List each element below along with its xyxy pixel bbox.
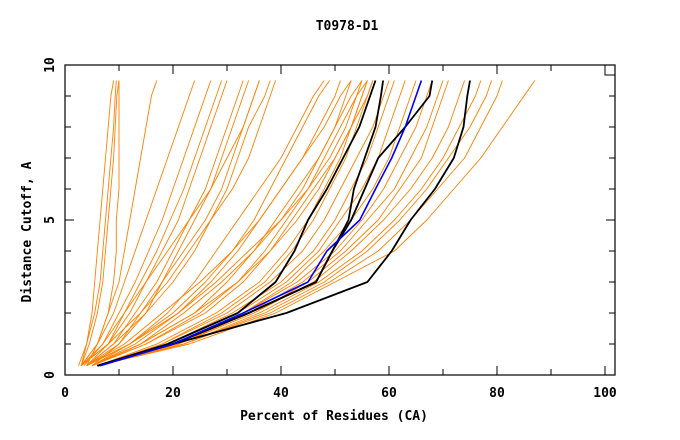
x-tick-label: 80 — [489, 386, 505, 401]
model-curve-black — [97, 80, 471, 367]
model-curve-orange — [97, 80, 374, 367]
model-curve-orange — [97, 80, 503, 367]
y-tick-labels: 0 5 10 — [43, 57, 58, 379]
x-tick-label: 100 — [593, 386, 617, 401]
model-curve-orange — [80, 80, 115, 366]
model-curve-orange — [86, 80, 325, 367]
model-curve-black — [97, 80, 434, 367]
model-curve-orange — [97, 80, 433, 367]
model-curve-orange — [97, 80, 395, 367]
y-axis-label: Distance Cutoff, A — [20, 161, 35, 302]
model-curve-orange — [86, 80, 250, 367]
model-curve-orange — [86, 80, 352, 367]
model-curve-orange — [91, 80, 374, 367]
y-tick-label: 5 — [43, 216, 58, 224]
model-curve-orange — [86, 80, 158, 366]
model-curve-orange — [78, 80, 117, 366]
model-curve-orange — [80, 80, 228, 367]
model-curve-orange — [80, 80, 196, 366]
x-tick-labels: 0 20 40 60 80 100 — [61, 386, 617, 401]
model-curve-orange — [86, 80, 223, 367]
model-curve-orange — [97, 80, 466, 367]
model-curve-orange — [97, 80, 493, 367]
model-curve-orange — [91, 80, 260, 367]
series-group — [78, 80, 536, 367]
model-curve-orange — [83, 80, 212, 366]
model-curve-orange — [80, 80, 120, 366]
model-curve-orange — [80, 80, 277, 367]
y-tick-label: 0 — [43, 371, 58, 379]
model-curve-orange — [91, 80, 368, 367]
model-curve-orange — [86, 80, 363, 367]
model-curve-orange — [91, 80, 330, 367]
model-curve-black — [97, 80, 384, 367]
corner-marker — [604, 64, 616, 76]
x-tick-label: 40 — [273, 386, 289, 401]
y-tick-label: 10 — [43, 57, 58, 73]
x-tick-label: 60 — [381, 386, 397, 401]
x-axis-label: Percent of Residues (CA) — [240, 409, 428, 424]
axis-ticks — [64, 64, 616, 376]
chart-title: T0978-D1 — [316, 19, 379, 34]
x-tick-label: 20 — [165, 386, 181, 401]
model-curve-blue — [99, 80, 423, 367]
x-tick-label: 0 — [61, 386, 69, 401]
model-curve-black — [97, 80, 377, 367]
